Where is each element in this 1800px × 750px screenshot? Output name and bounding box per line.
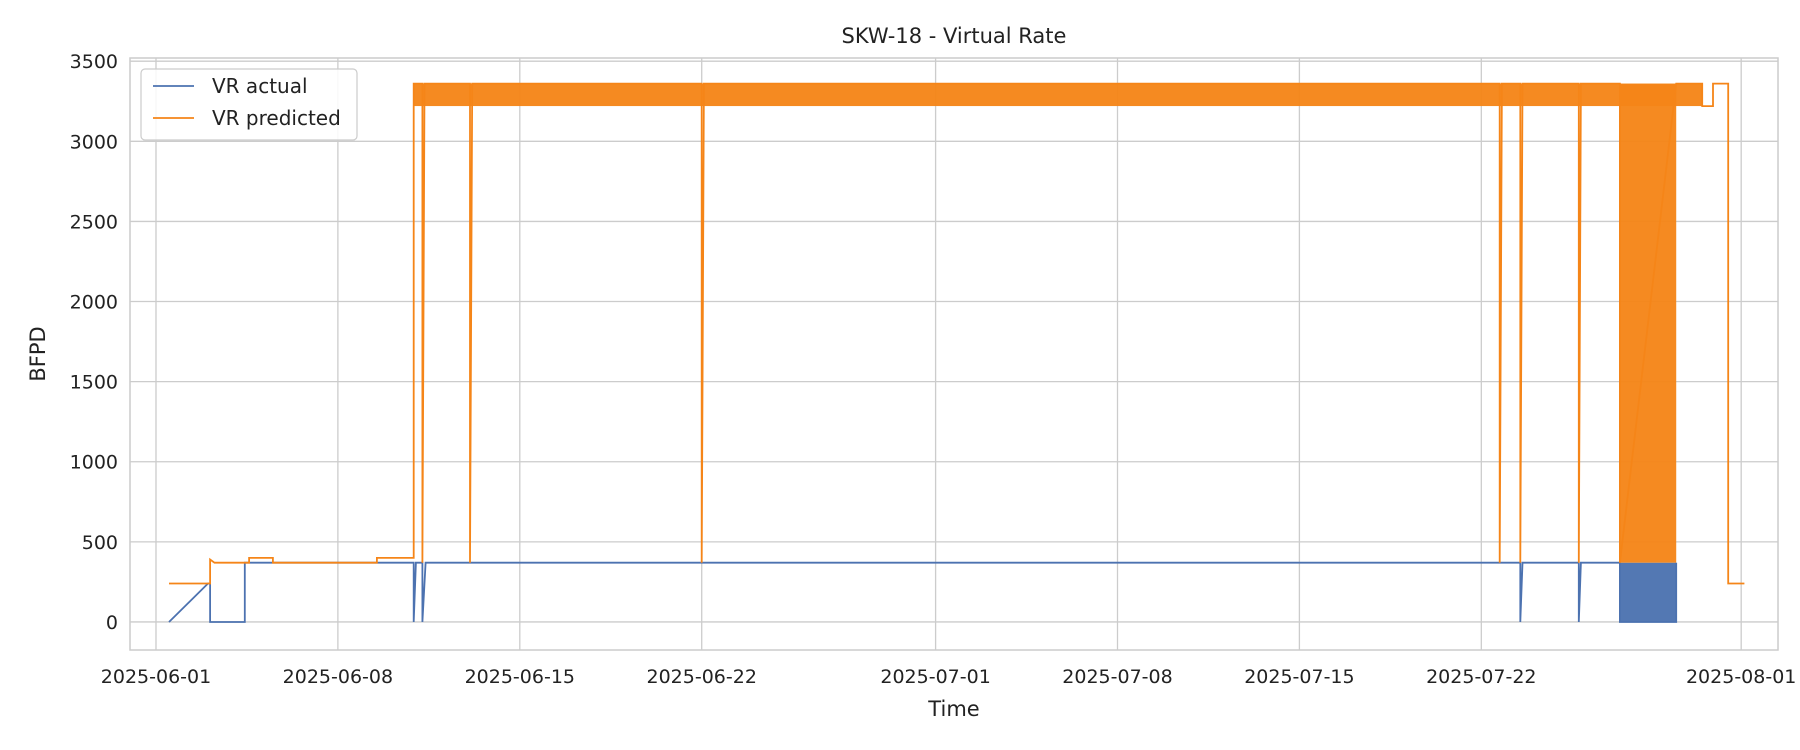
y-tick-label: 500	[82, 532, 118, 554]
series-layer	[168, 82, 1745, 623]
series-band-vr-predicted	[413, 83, 1703, 107]
legend-box	[140, 68, 358, 141]
y-axis-ticks: 0 500 1000 1500 2000 2500 3000 3500	[70, 51, 118, 634]
y-tick-label: 2000	[70, 292, 118, 314]
x-tick-label: 2025-07-01	[880, 666, 990, 688]
x-tick-label: 2025-06-22	[646, 666, 756, 688]
y-tick-label: 1000	[70, 452, 118, 474]
legend-label-vr-predicted: VR predicted	[212, 106, 341, 130]
x-tick-label: 2025-07-08	[1062, 666, 1172, 688]
series-line-vr-predicted	[169, 82, 1745, 585]
plot-frame	[129, 57, 1779, 651]
y-tick-label: 0	[106, 612, 118, 634]
series-line-vr-actual	[168, 561, 1678, 623]
plot-area	[168, 82, 1745, 623]
x-tick-label: 2025-07-22	[1426, 666, 1536, 688]
x-tick-label: 2025-06-15	[465, 666, 575, 688]
y-tick-label: 3500	[70, 51, 118, 73]
grid	[130, 58, 1778, 650]
chart-title: SKW-18 - Virtual Rate	[842, 24, 1067, 48]
legend-label-vr-actual: VR actual	[212, 74, 308, 98]
y-tick-label: 2500	[70, 211, 118, 233]
y-axis-label: BFPD	[26, 326, 50, 381]
legend: VR actual VR predicted	[140, 68, 358, 141]
x-axis-label: Time	[927, 697, 979, 721]
x-tick-label: 2025-06-08	[283, 666, 393, 688]
x-tick-label: 2025-06-01	[101, 666, 211, 688]
y-tick-label: 1500	[70, 372, 118, 394]
y-tick-label: 3000	[70, 131, 118, 153]
x-axis-ticks: 2025-06-01 2025-06-08 2025-06-15 2025-06-22…	[101, 666, 1797, 688]
x-tick-label: 2025-08-01	[1686, 666, 1796, 688]
series-band-vr-actual	[1619, 562, 1677, 622]
x-tick-label: 2025-07-15	[1244, 666, 1354, 688]
